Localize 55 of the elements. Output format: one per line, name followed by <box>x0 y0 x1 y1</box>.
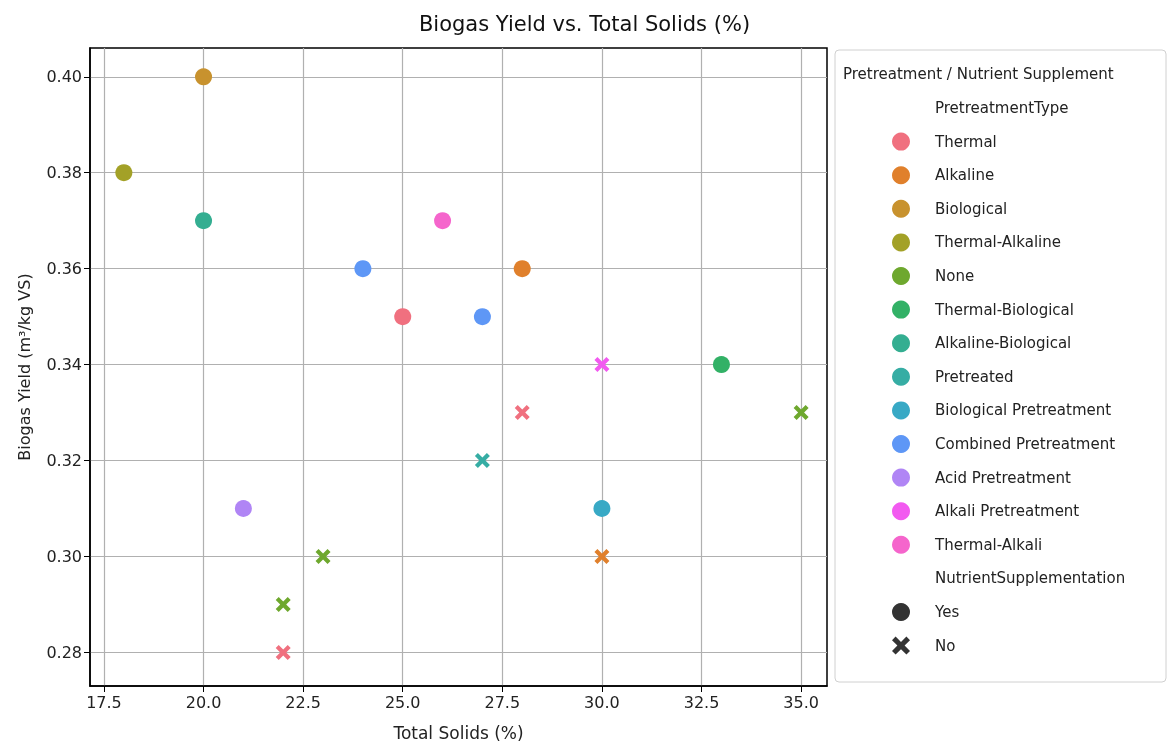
y-tick-label: 0.32 <box>46 451 82 471</box>
point <box>275 644 291 660</box>
legend-label: No <box>935 636 956 655</box>
text: NutrientSupplementation <box>935 568 1126 587</box>
point <box>514 405 530 421</box>
legend-label: Biological <box>935 199 1008 218</box>
point <box>315 548 331 564</box>
legend-label: Alkali Pretreatment <box>935 502 1080 521</box>
chart-title: Biogas Yield vs. Total Solids (%) <box>418 11 751 36</box>
legend-label: Alkaline-Biological <box>935 334 1072 353</box>
x-tick-label: 20.0 <box>185 692 222 712</box>
legend-label: Acid Pretreatment <box>935 468 1071 487</box>
x-axis-title: Total Solids (%) <box>392 722 524 743</box>
legend-title: Pretreatment / Nutrient Supplement <box>843 64 1114 83</box>
point <box>234 500 252 518</box>
x-tick-label: 30.0 <box>584 692 620 712</box>
text: PretreatmentType <box>935 98 1069 117</box>
legend-label: Thermal-Biological <box>934 300 1074 319</box>
point <box>594 357 610 373</box>
y-tick-label: 0.30 <box>46 546 82 566</box>
legend-label: Biological Pretreatment <box>935 401 1112 420</box>
point <box>275 596 291 612</box>
x-tick-label: 25.0 <box>384 692 421 712</box>
point <box>473 308 491 326</box>
point <box>394 308 412 326</box>
legend-label: Thermal <box>934 132 997 151</box>
x-tick-label: 32.5 <box>683 692 720 712</box>
point <box>513 260 531 278</box>
point <box>195 68 213 86</box>
legend-label: Alkaline <box>935 166 995 185</box>
point <box>354 260 372 278</box>
point <box>434 212 452 230</box>
x-tick-label: 22.5 <box>285 692 321 712</box>
x-tick-label: 35.0 <box>783 692 819 712</box>
y-axis-title: Biogas Yield (m³/kg VS) <box>14 273 34 461</box>
y-tick-label: 0.28 <box>46 642 82 662</box>
y-tick-label: 0.36 <box>46 259 82 279</box>
legend-label: Thermal-Alkali <box>934 535 1043 554</box>
x-tick-label: 27.5 <box>484 692 521 712</box>
x-tick-label: 17.5 <box>86 692 122 712</box>
point <box>793 405 809 421</box>
legend-label: Thermal-Alkaline <box>934 233 1061 252</box>
legend-label: Pretreated <box>935 367 1014 386</box>
point <box>474 453 490 469</box>
y-tick-label: 0.38 <box>46 163 82 183</box>
y-tick-label: 0.40 <box>46 67 82 87</box>
legend-label: None <box>935 267 975 285</box>
legend-label: Yes <box>934 603 960 621</box>
y-tick-label: 0.34 <box>46 355 82 375</box>
point <box>712 356 730 374</box>
point <box>195 212 213 230</box>
legend-label: Combined Pretreatment <box>935 435 1116 453</box>
point <box>594 548 610 564</box>
point <box>115 164 133 182</box>
point <box>593 500 611 518</box>
